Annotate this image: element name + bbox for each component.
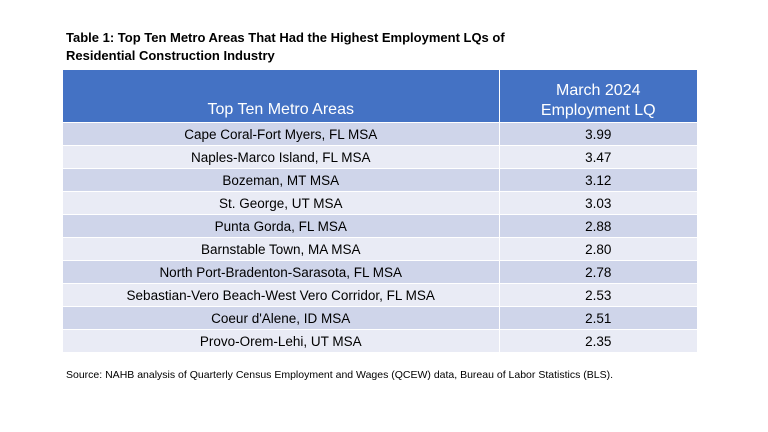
employment-lq-cell: 2.51 bbox=[499, 306, 697, 330]
employment-lq-cell: 3.47 bbox=[499, 145, 697, 169]
metro-area-cell: Provo-Orem-Lehi, UT MSA bbox=[63, 329, 500, 352]
metro-area-cell: Naples-Marco Island, FL MSA bbox=[63, 145, 500, 169]
source-note: Source: NAHB analysis of Quarterly Censu… bbox=[66, 369, 613, 381]
header-metro-areas: Top Ten Metro Areas bbox=[63, 70, 500, 123]
table-row: Barnstable Town, MA MSA 2.80 bbox=[63, 237, 697, 261]
table-row: Naples-Marco Island, FL MSA 3.47 bbox=[63, 145, 697, 169]
metro-area-cell: Coeur d'Alene, ID MSA bbox=[63, 306, 500, 330]
table-row: North Port-Bradenton-Sarasota, FL MSA 2.… bbox=[63, 260, 697, 284]
table-row: Punta Gorda, FL MSA 2.88 bbox=[63, 214, 697, 238]
table-row: St. George, UT MSA 3.03 bbox=[63, 191, 697, 215]
metro-area-cell: Bozeman, MT MSA bbox=[63, 168, 500, 192]
table-header: Top Ten Metro Areas March 2024 Employmen… bbox=[63, 70, 697, 123]
table-title: Table 1: Top Ten Metro Areas That Had th… bbox=[66, 29, 706, 65]
employment-lq-cell: 2.35 bbox=[499, 329, 697, 352]
table-row: Provo-Orem-Lehi, UT MSA 2.35 bbox=[63, 329, 697, 352]
table-row: Cape Coral-Fort Myers, FL MSA 3.99 bbox=[63, 122, 697, 146]
metro-area-cell: St. George, UT MSA bbox=[63, 191, 500, 215]
metro-area-cell: North Port-Bradenton-Sarasota, FL MSA bbox=[63, 260, 500, 284]
metro-area-cell: Sebastian-Vero Beach-West Vero Corridor,… bbox=[63, 283, 500, 307]
header-employment-lq: March 2024 Employment LQ bbox=[499, 70, 697, 123]
header-employment-lq-line-2: Employment LQ bbox=[540, 102, 656, 119]
employment-lq-cell: 3.03 bbox=[499, 191, 697, 215]
metro-area-cell: Barnstable Town, MA MSA bbox=[63, 237, 500, 261]
employment-lq-cell: 3.99 bbox=[499, 122, 697, 146]
employment-lq-cell: 2.80 bbox=[499, 237, 697, 261]
table-row: Sebastian-Vero Beach-West Vero Corridor,… bbox=[63, 283, 697, 307]
employment-lq-cell: 2.88 bbox=[499, 214, 697, 238]
table-row: Coeur d'Alene, ID MSA 2.51 bbox=[63, 306, 697, 330]
header-employment-lq-line-1: March 2024 bbox=[556, 82, 641, 99]
table-body: Cape Coral-Fort Myers, FL MSA 3.99 Naple… bbox=[63, 122, 697, 352]
table-title-line-1: Table 1: Top Ten Metro Areas That Had th… bbox=[66, 30, 505, 45]
metro-area-cell: Cape Coral-Fort Myers, FL MSA bbox=[63, 122, 500, 146]
employment-lq-cell: 3.12 bbox=[499, 168, 697, 192]
table-header-row: Top Ten Metro Areas March 2024 Employmen… bbox=[63, 70, 697, 123]
metro-area-cell: Punta Gorda, FL MSA bbox=[63, 214, 500, 238]
table-title-line-2: Residential Construction Industry bbox=[66, 48, 275, 63]
employment-lq-cell: 2.53 bbox=[499, 283, 697, 307]
table-row: Bozeman, MT MSA 3.12 bbox=[63, 168, 697, 192]
metro-areas-table: Top Ten Metro Areas March 2024 Employmen… bbox=[63, 70, 697, 352]
employment-lq-cell: 2.78 bbox=[499, 260, 697, 284]
